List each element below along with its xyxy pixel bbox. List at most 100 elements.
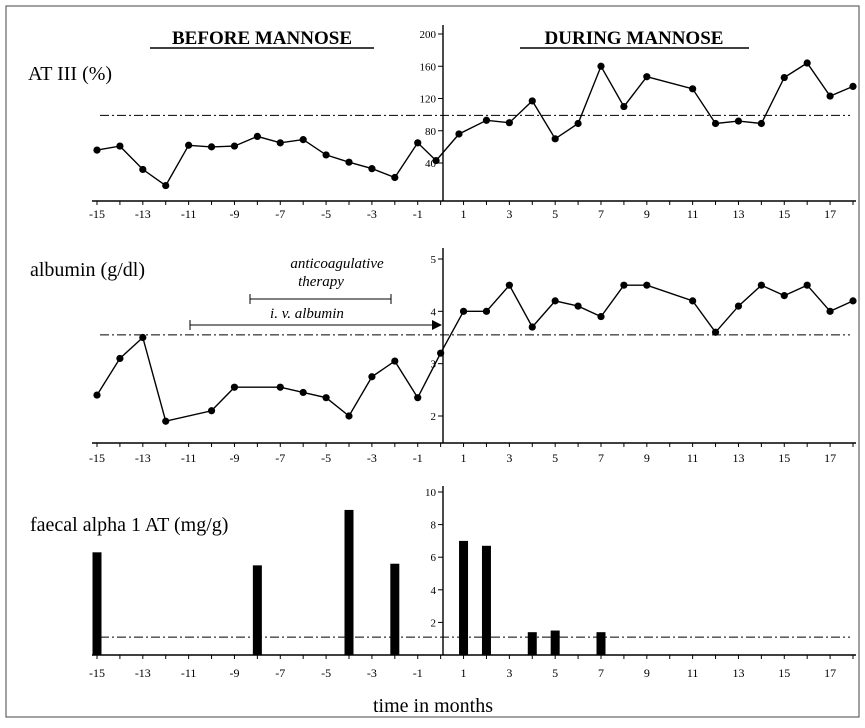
albumin-x-tick-label: -13 [135,451,151,465]
at3-data-point [93,146,101,154]
faecal-bar [390,563,400,655]
faecal-y-tick-label: 10 [425,487,437,499]
at3-x-tick-label: -15 [89,207,105,221]
at3-data-point [780,73,788,82]
faecal-x-tick-label: 9 [644,666,650,680]
faecal-x-tick-label: 17 [824,666,836,680]
albumin-data-point [230,383,239,391]
albumin-iv-arrowhead [432,320,442,330]
albumin-data-point [322,394,330,402]
at3-data-point [597,62,605,70]
albumin-data-point [139,333,147,342]
albumin-x-tick-label: -1 [413,451,423,465]
albumin-data-point [826,307,834,315]
albumin-x-tick-label: 13 [732,451,744,465]
albumin-x-tick-label: 15 [778,451,790,465]
at3-data-point [551,135,559,143]
albumin-x-tick-label: -15 [89,451,105,465]
albumin-x-tick-label: 7 [598,451,604,465]
at3-x-tick-label: 3 [506,207,512,221]
at3-x-tick-label: -1 [413,207,423,221]
albumin-data-point [391,357,399,365]
albumin-x-tick-label: 11 [687,451,699,465]
during-mannose-header: DURING MANNOSE [545,28,724,49]
albumin-x-tick-label: 3 [506,451,512,465]
at3-data-point [803,59,811,67]
faecal-bar [459,540,469,655]
at3-x-tick-label: -13 [135,207,151,221]
albumin-x-tick-label: -5 [321,451,331,465]
at3-y-tick-label: 120 [420,94,437,106]
albumin-data-point [780,292,788,300]
at3-x-tick-label: 1 [461,207,467,221]
faecal-x-tick-label: -15 [89,666,105,680]
albumin-x-tick-label: 17 [824,451,836,465]
at3-y-tick-label: 80 [425,126,437,138]
faecal-x-tick-label: 7 [598,666,604,680]
albumin-x-tick-label: -7 [275,451,285,465]
faecal-bar [481,545,491,655]
faecal-bar [550,630,560,655]
at3-x-tick-label: 11 [687,207,699,221]
albumin-x-tick-label: 9 [644,451,650,465]
at3-data-point [139,165,147,174]
at3-x-tick-label: -5 [321,207,331,221]
panels: -15 -13 -11 -9 -7 -5 -3 -1 1 3 5 7 9 11 13 15 1740801201… [89,25,857,680]
faecal-x-tick-label: -5 [321,666,331,680]
at3-data-point [826,92,834,100]
albumin-x-tick-label: 1 [461,451,467,465]
faecal-x-tick-label: 3 [506,666,512,680]
at3-data-point [276,139,284,147]
faecal-y-tick-label: 6 [431,552,437,564]
albumin-data-point [597,312,605,321]
at3-x-tick-label: 17 [824,207,836,221]
at3-x-tick-label: 9 [644,207,650,221]
at3-y-tick-label: 160 [420,61,437,73]
albumin-data-point [803,281,811,289]
faecal-x-tick-label: 1 [461,666,467,680]
albumin-x-tick-label: 5 [552,451,558,465]
at3-x-tick-label: 5 [552,207,558,221]
faecal-bar [344,509,354,655]
at3-data-point [368,165,376,173]
albumin-data-point [849,297,857,305]
at3-data-point [528,97,536,105]
albumin-data-point [643,281,651,289]
albumin-x-tick-label: -11 [181,451,197,465]
at3-x-tick-label: 13 [732,207,744,221]
faecal-x-tick-label: 5 [552,666,558,680]
at3-data-point [643,73,651,81]
albumin-data-point [162,417,170,425]
at3-data-point [689,85,697,93]
at3-data-point [391,173,399,182]
anticoag-label-line1: anticoagulative [290,256,384,272]
at3-data-point [299,136,307,144]
before-mannose-header: BEFORE MANNOSE [172,28,352,49]
at3-data-point [849,82,857,91]
albumin-data-point [116,354,124,363]
at3-axis-label: AT III (%) [28,63,112,85]
albumin-data-point [482,307,491,315]
albumin-data-point [276,383,284,391]
faecal-x-tick-label: -9 [229,666,239,680]
at3-x-tick-label: -3 [367,207,377,221]
albumin-data-point [528,323,536,331]
faecal-bar [527,632,537,655]
faecal-y-tick-label: 8 [431,520,437,532]
at3-data-point [757,119,765,128]
faecal-x-tick-label: -13 [135,666,151,680]
at3-data-point [414,139,422,147]
at3-data-point [116,142,124,150]
at3-data-point [345,158,353,166]
albumin-iv-label: i. v. albumin [270,306,344,322]
at3-data-point [253,132,261,140]
faecal-x-tick-label: 15 [778,666,790,680]
albumin-data-point [711,328,720,336]
at3-data-point [505,119,513,127]
at3-data-point [432,156,440,165]
albumin-data-point [437,349,445,357]
at3-y-tick-label: 200 [420,29,437,41]
at3-data-point [482,116,491,124]
x-axis-title: time in months [373,695,493,717]
